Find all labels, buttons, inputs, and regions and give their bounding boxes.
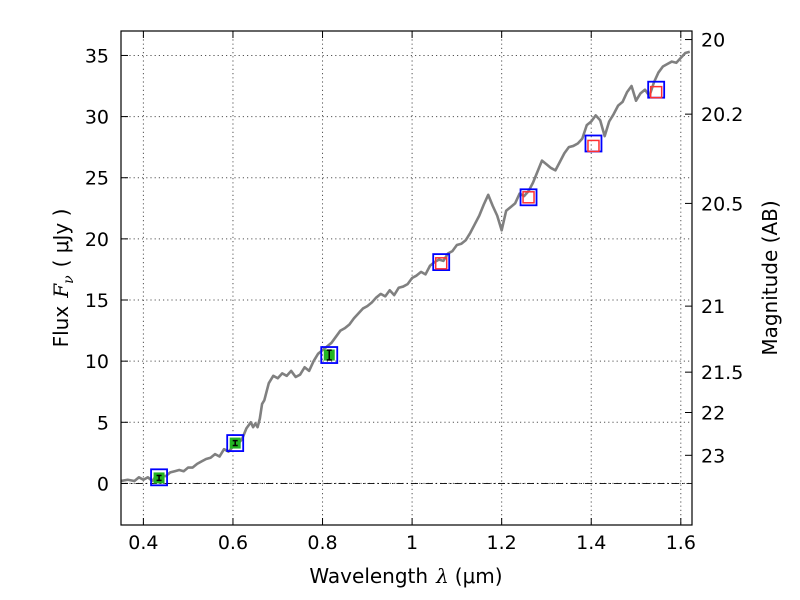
model-flux-point <box>320 346 339 364</box>
y-tick-label: 35 <box>85 45 109 67</box>
observed-flux-point <box>522 191 535 204</box>
spectrum-line <box>121 50 691 483</box>
x-tick-label: 1.6 <box>666 532 696 554</box>
x-tick-label: 1.2 <box>487 532 517 554</box>
y-tick-label: 30 <box>85 107 109 129</box>
y2-tick-label: 21 <box>701 296 725 318</box>
observed-flux-point <box>649 85 663 99</box>
model-flux-point <box>519 188 538 207</box>
y2-tick-label: 23 <box>701 445 725 467</box>
model-flux-point <box>226 434 245 452</box>
x-tick-label: 1 <box>406 532 418 554</box>
y2-tick-label: 20.5 <box>701 193 743 215</box>
y-tick-label: 10 <box>85 351 109 373</box>
y-tick-label: 5 <box>97 412 109 434</box>
y-tick-label: 15 <box>85 290 109 312</box>
y2-tick-label: 20 <box>701 30 725 52</box>
observed-flux-point <box>587 139 600 153</box>
y2-tick-label: 21.5 <box>701 362 743 384</box>
photometry-markers <box>150 80 666 487</box>
y-tick-label: 20 <box>85 229 109 251</box>
plot-frame <box>120 30 693 526</box>
grid-lines <box>121 31 692 525</box>
observed-flux-point <box>434 257 448 270</box>
y-axis-label: FluxFν( μJy ) <box>49 209 77 348</box>
x-tick-label: 0.8 <box>307 532 337 554</box>
y2-tick-label: 22 <box>701 403 725 425</box>
y-tick-label: 25 <box>85 168 109 190</box>
tick-labels: 0.4 0.6 0.8 1 1.2 1.4 1.6 0 5 10 15 20 25 30 35 20 20.2 2… <box>85 30 744 554</box>
x-tick-label: 1.4 <box>576 532 606 554</box>
x-tick-label: 0.6 <box>218 532 248 554</box>
x-axis-label: Wavelength λ (μm) <box>309 564 502 588</box>
plot-area <box>121 50 691 487</box>
model-flux-point <box>150 468 168 487</box>
y2-tick-label: 20.2 <box>701 104 743 126</box>
axis-ticks <box>121 31 692 525</box>
x-tick-label: 0.4 <box>128 532 158 554</box>
y2-axis-label: Magnitude (AB) <box>758 200 782 355</box>
model-flux-point <box>432 253 451 272</box>
y-tick-label: 0 <box>97 473 109 495</box>
